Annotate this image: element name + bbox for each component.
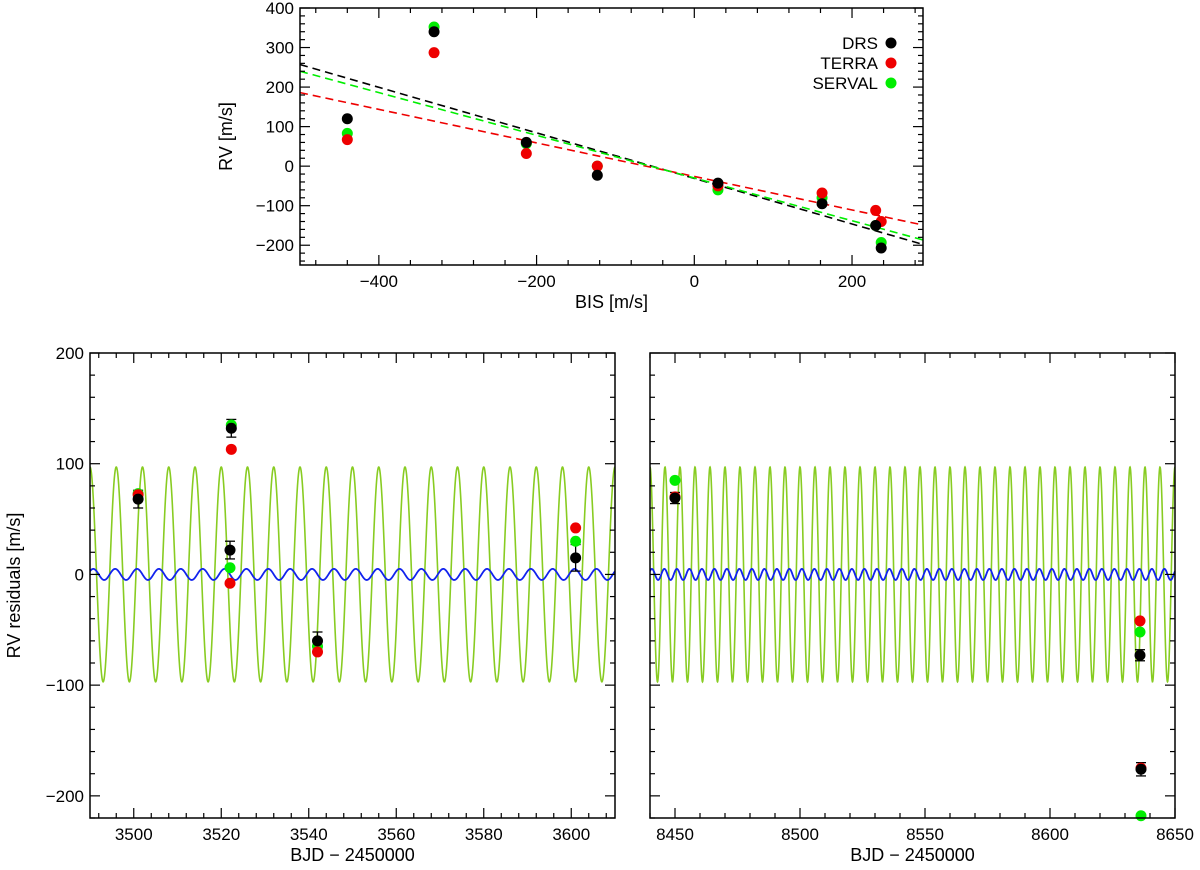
legend-marker-serval <box>885 77 897 89</box>
plot-area <box>650 465 1175 684</box>
model-curve-residual_model <box>90 567 615 581</box>
legend-label-terra: TERRA <box>820 54 878 73</box>
y-tick-label: 0 <box>75 565 84 584</box>
x-tick-label: 8450 <box>656 825 694 844</box>
y-tick-label: 200 <box>266 78 294 97</box>
data-point-terra <box>591 160 603 172</box>
fit-line-drs <box>300 63 923 246</box>
plot-area <box>90 466 615 683</box>
x-tick-label: 3560 <box>377 825 415 844</box>
data-point-terra <box>816 187 828 199</box>
x-tick-label: 3500 <box>115 825 153 844</box>
data-point-drs <box>1134 649 1146 661</box>
legend-marker-terra <box>885 57 897 69</box>
model-curve-keplerian <box>650 465 1175 684</box>
x-tick-label: 8500 <box>781 825 819 844</box>
data-point-drs <box>570 552 582 564</box>
fit-line-terra <box>300 91 923 226</box>
data-point-terra <box>520 148 532 160</box>
y-tick-label: 0 <box>285 157 294 176</box>
x-tick-label: 200 <box>838 272 866 291</box>
fit-line-serval <box>300 70 923 241</box>
x-tick-label: 0 <box>690 272 699 291</box>
data-point-drs <box>312 635 323 647</box>
x-axis-label: BIS [m/s] <box>575 292 648 312</box>
data-point-drs <box>712 177 724 189</box>
model-curve-keplerian <box>90 466 615 683</box>
data-point-drs <box>224 544 236 556</box>
y-axis-label: RV [m/s] <box>216 102 236 171</box>
y-tick-label: 300 <box>266 39 294 58</box>
x-tick-label: 3540 <box>290 825 328 844</box>
data-point-drs <box>225 422 237 434</box>
data-point-drs <box>591 169 603 181</box>
legend-label-drs: DRS <box>842 34 878 53</box>
x-tick-label: −400 <box>360 272 398 291</box>
panel-residuals-early: 3500 3520 3540 3560 3580 3600 −200 −100 0 100 200 B… <box>4 344 616 865</box>
x-tick-label: 3600 <box>552 825 590 844</box>
data-point-serval <box>224 562 236 574</box>
plot-frame <box>299 7 924 266</box>
data-point-drs <box>520 136 532 148</box>
data-point-terra <box>225 443 237 455</box>
plot-area <box>300 63 923 246</box>
data-point-terra <box>570 522 582 534</box>
y-tick-label: 200 <box>56 344 84 363</box>
x-tick-label: 8650 <box>1156 825 1194 844</box>
data-point-terra <box>870 204 882 216</box>
y-tick-label: 100 <box>56 455 84 474</box>
data-point-terra <box>1134 615 1146 627</box>
x-tick-label: 8600 <box>1031 825 1069 844</box>
x-tick-label: 8550 <box>906 825 944 844</box>
model-curve-residual_model <box>650 567 1175 581</box>
x-tick-label: −200 <box>517 272 555 291</box>
y-tick-label: −100 <box>256 197 294 216</box>
x-axis-label: BJD − 2450000 <box>850 845 975 865</box>
data-point-drs <box>132 493 144 505</box>
panel-residuals-late: 8450 8500 8550 8600 8650 BJD − 2450000 <box>649 352 1194 865</box>
x-tick-label: 3580 <box>465 825 503 844</box>
data-point-drs <box>669 492 681 504</box>
data-point-terra <box>428 47 440 59</box>
y-tick-label: −200 <box>46 787 84 806</box>
legend-marker-drs <box>885 37 897 49</box>
data-point-drs <box>870 219 882 231</box>
y-tick-label: −200 <box>256 236 294 255</box>
data-point-drs <box>816 198 828 210</box>
y-tick-label: 100 <box>266 118 294 137</box>
x-axis-label: BJD − 2450000 <box>290 845 415 865</box>
data-point-drs <box>875 242 887 254</box>
x-tick-label: 3520 <box>202 825 240 844</box>
plot-frame <box>89 352 616 819</box>
data-point-terra <box>312 646 323 658</box>
data-point-serval <box>1134 626 1146 638</box>
y-tick-label: 400 <box>266 0 294 18</box>
data-point-drs <box>1135 763 1147 775</box>
y-tick-label: −100 <box>46 676 84 695</box>
data-point-drs <box>341 113 353 125</box>
data-point-drs <box>428 26 440 38</box>
y-axis-label: RV residuals [m/s] <box>4 513 24 659</box>
panel-bis-vs-rv: −400 −200 0 200 −200 −100 0 100 200 300 400 BIS [m/… <box>216 0 924 312</box>
data-point-serval <box>1135 810 1147 822</box>
data-point-terra <box>341 134 353 146</box>
data-point-terra <box>224 577 236 589</box>
data-point-serval <box>669 474 681 486</box>
legend-label-serval: SERVAL <box>812 74 878 93</box>
plot-frame <box>649 352 1176 819</box>
data-point-serval <box>570 535 582 547</box>
